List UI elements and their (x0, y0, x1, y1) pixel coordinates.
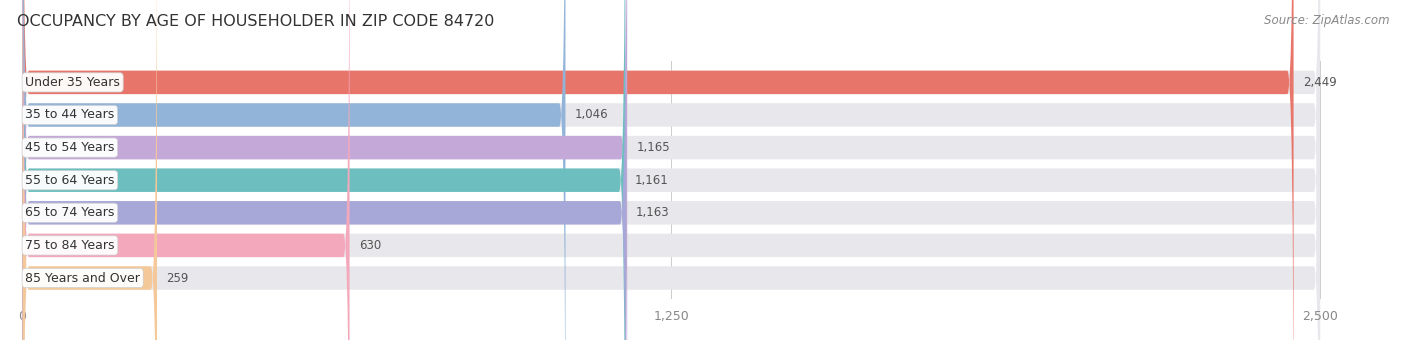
Text: 65 to 74 Years: 65 to 74 Years (25, 206, 114, 219)
Text: 1,165: 1,165 (637, 141, 671, 154)
FancyBboxPatch shape (22, 0, 1294, 340)
Text: 2,449: 2,449 (1303, 76, 1337, 89)
Text: 1,046: 1,046 (575, 108, 609, 121)
FancyBboxPatch shape (22, 0, 1320, 340)
Text: 1,161: 1,161 (634, 174, 668, 187)
Text: 259: 259 (166, 272, 188, 285)
Text: Source: ZipAtlas.com: Source: ZipAtlas.com (1264, 14, 1389, 27)
FancyBboxPatch shape (22, 0, 1320, 340)
FancyBboxPatch shape (22, 0, 1320, 340)
Text: 75 to 84 Years: 75 to 84 Years (25, 239, 115, 252)
Text: Under 35 Years: Under 35 Years (25, 76, 120, 89)
Text: 630: 630 (359, 239, 381, 252)
FancyBboxPatch shape (22, 0, 565, 340)
Text: 55 to 64 Years: 55 to 64 Years (25, 174, 114, 187)
FancyBboxPatch shape (22, 0, 350, 340)
FancyBboxPatch shape (22, 0, 1320, 340)
Text: 45 to 54 Years: 45 to 54 Years (25, 141, 114, 154)
FancyBboxPatch shape (22, 0, 1320, 340)
FancyBboxPatch shape (22, 0, 626, 340)
FancyBboxPatch shape (22, 0, 626, 340)
Text: OCCUPANCY BY AGE OF HOUSEHOLDER IN ZIP CODE 84720: OCCUPANCY BY AGE OF HOUSEHOLDER IN ZIP C… (17, 14, 495, 29)
Text: 85 Years and Over: 85 Years and Over (25, 272, 141, 285)
FancyBboxPatch shape (22, 0, 1320, 340)
FancyBboxPatch shape (22, 0, 157, 340)
Text: 1,163: 1,163 (636, 206, 669, 219)
FancyBboxPatch shape (22, 0, 627, 340)
FancyBboxPatch shape (22, 0, 1320, 340)
Text: 35 to 44 Years: 35 to 44 Years (25, 108, 114, 121)
